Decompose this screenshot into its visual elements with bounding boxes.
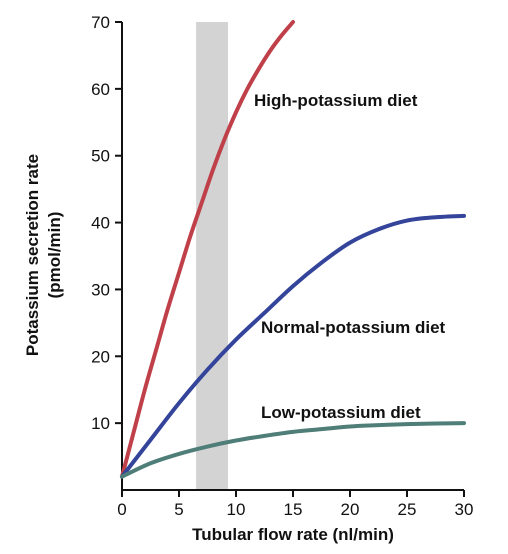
axes: 0 5 10 15 20 25 30 10 20 30 40 50 60 70 xyxy=(91,13,473,519)
y-axis-title-line2: (pmol/min) xyxy=(45,212,64,299)
high-potassium-line xyxy=(120,20,295,479)
y-tick-label: 50 xyxy=(91,147,110,166)
series-labels: High-potassium diet Normal-potassium die… xyxy=(254,91,446,422)
x-tick-label: 15 xyxy=(284,500,303,519)
y-tick-label: 70 xyxy=(91,13,110,32)
y-tick-label: 60 xyxy=(91,80,110,99)
series-label-normal: Normal-potassium diet xyxy=(261,318,446,337)
normal-potassium-line xyxy=(120,213,466,479)
y-axis-title-line1: Potassium secretion rate xyxy=(23,154,42,356)
series-label-low: Low-potassium diet xyxy=(261,403,421,422)
x-tick-label: 20 xyxy=(341,500,360,519)
low-potassium-line xyxy=(120,421,466,479)
x-axis-title: Tubular flow rate (nl/min) xyxy=(192,525,394,544)
y-tick-label: 10 xyxy=(91,414,110,433)
x-tick-label: 10 xyxy=(227,500,246,519)
series-label-high: High-potassium diet xyxy=(254,91,418,110)
x-tick-label: 25 xyxy=(398,500,417,519)
y-tick-label: 20 xyxy=(91,347,110,366)
y-tick-label: 30 xyxy=(91,280,110,299)
x-tick-label: 0 xyxy=(117,500,126,519)
shaded-band-layer xyxy=(196,22,229,490)
x-tick-label: 30 xyxy=(455,500,474,519)
x-tick-label: 5 xyxy=(174,500,183,519)
flow-rate-shaded-band xyxy=(196,22,229,490)
series-lines xyxy=(120,20,466,479)
y-tick-label: 40 xyxy=(91,214,110,233)
